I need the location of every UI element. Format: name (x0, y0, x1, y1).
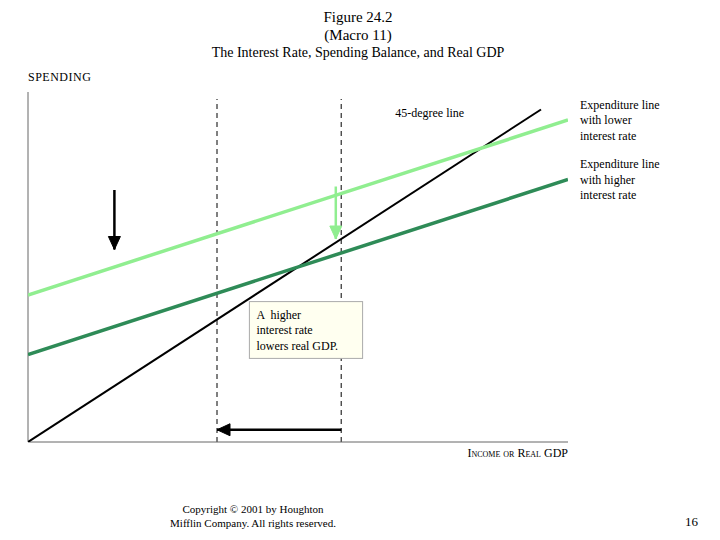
html-text:Mifflin Company. All rights re: Mifflin Company. All rights reserved. (170, 517, 336, 529)
html-text:SPENDING: SPENDING (28, 70, 92, 84)
html-text:Income or Real GDP: Income or Real GDP (467, 446, 568, 460)
svg-text:Expenditure linewith lowerinte: Expenditure linewith lowerinterest rate (580, 98, 660, 143)
html-text:Copyright © 2001 by Houghton: Copyright © 2001 by Houghton (182, 503, 324, 515)
svg-text:Expenditure linewith higherint: Expenditure linewith higherinterest rate (580, 157, 660, 202)
html-text:(Macro 11): (Macro 11) (324, 27, 392, 43)
html-text:The Interest Rate, Spending Ba: The Interest Rate, Spending Balance, and… (211, 45, 505, 60)
svg-text:A higherinterest ratelowers r: A higherinterest ratelowers real GDP. (256, 308, 338, 353)
svg-text:45-degree line: 45-degree line (395, 106, 464, 120)
html-text:Figure 24.2: Figure 24.2 (323, 9, 393, 25)
html-text:16: 16 (685, 514, 698, 529)
